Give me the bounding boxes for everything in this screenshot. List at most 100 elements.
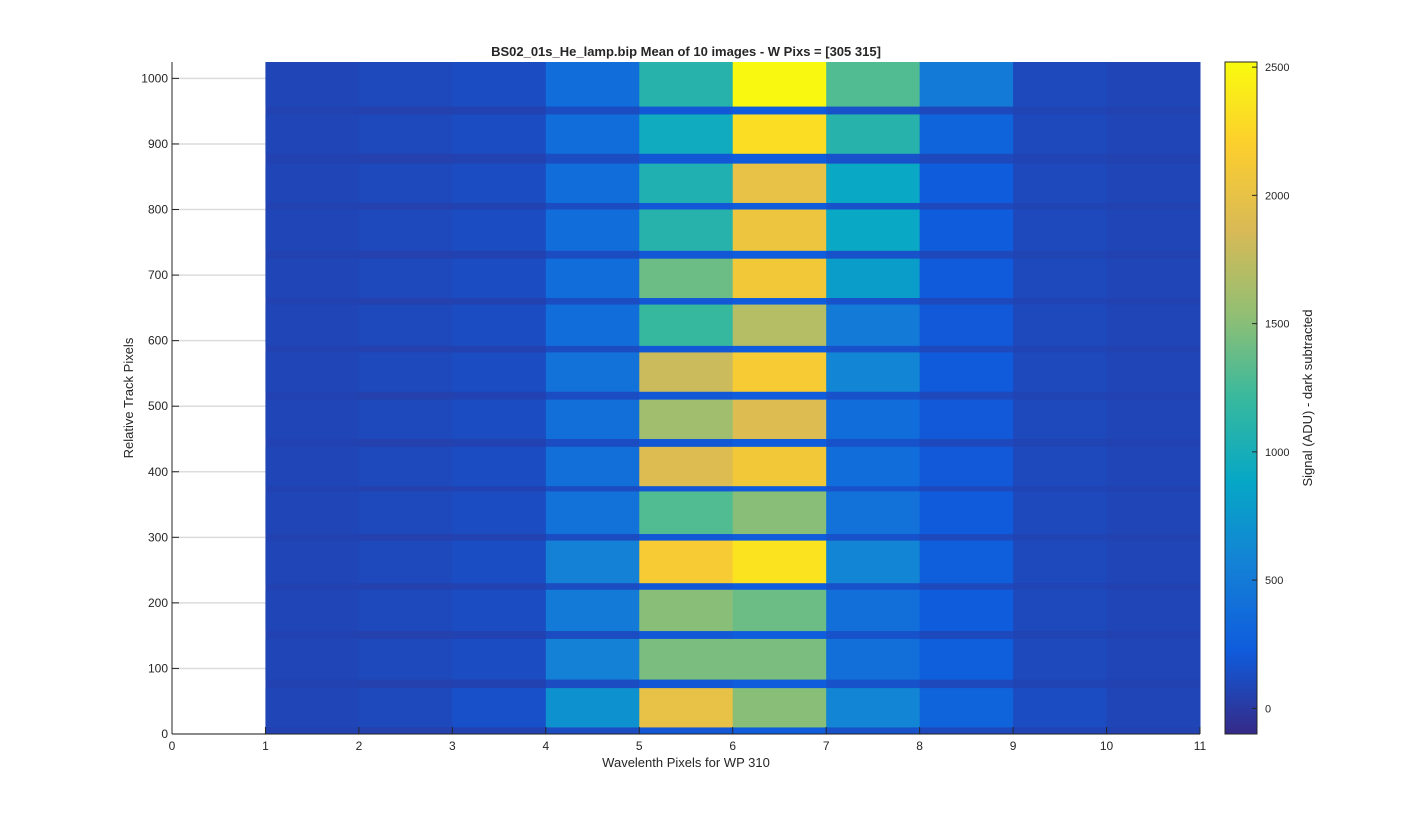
heatmap-cell bbox=[452, 114, 547, 154]
heatmap-cell bbox=[1106, 540, 1201, 584]
heatmap-cell bbox=[732, 638, 827, 680]
heatmap-cell bbox=[732, 688, 827, 728]
y-tick-label: 100 bbox=[148, 661, 168, 675]
heatmap-cell bbox=[265, 638, 360, 680]
heatmap-cell bbox=[826, 491, 921, 535]
heatmap-cell bbox=[1106, 163, 1201, 203]
heatmap-cell bbox=[545, 114, 640, 154]
heatmap-cell bbox=[545, 304, 640, 346]
heatmap-cell bbox=[1013, 258, 1108, 299]
heatmap-background-cell bbox=[1106, 62, 1201, 734]
heatmap-cell bbox=[1013, 446, 1108, 487]
heatmap-cell bbox=[452, 589, 547, 632]
heatmap-cell bbox=[265, 62, 360, 107]
heatmap-cell bbox=[265, 446, 360, 487]
y-tick-label: 200 bbox=[148, 596, 168, 610]
heatmap-cell bbox=[1013, 114, 1108, 154]
heatmap-cell bbox=[452, 258, 547, 299]
heatmap-cell bbox=[358, 62, 453, 107]
heatmap-cell bbox=[1106, 114, 1201, 154]
heatmap-cell bbox=[452, 491, 547, 535]
heatmap-cell bbox=[1013, 209, 1108, 251]
heatmap-cell bbox=[545, 446, 640, 487]
heatmap-cell bbox=[732, 491, 827, 535]
heatmap-cell bbox=[639, 209, 734, 251]
heatmap-cell bbox=[358, 491, 453, 535]
heatmap-cell bbox=[358, 209, 453, 251]
heatmap-cell bbox=[732, 446, 827, 487]
x-tick-label: 9 bbox=[1010, 739, 1017, 753]
heatmap-cell bbox=[1013, 638, 1108, 680]
heatmap-cell bbox=[1106, 352, 1201, 392]
heatmap-cell bbox=[919, 209, 1014, 251]
heatmap-cell bbox=[545, 540, 640, 584]
heatmap-cell bbox=[545, 638, 640, 680]
heatmap-cell bbox=[826, 163, 921, 203]
heatmap-cell bbox=[265, 589, 360, 632]
heatmap-cell bbox=[452, 163, 547, 203]
heatmap-cell bbox=[826, 62, 921, 107]
axes bbox=[171, 62, 1200, 735]
heatmap-cell bbox=[1013, 62, 1108, 107]
heatmap-cell bbox=[545, 163, 640, 203]
heatmap-cell bbox=[265, 258, 360, 299]
heatmap-cell bbox=[732, 209, 827, 251]
heatmap-cell bbox=[826, 304, 921, 346]
x-tick-label: 8 bbox=[916, 739, 923, 753]
heatmap-cell bbox=[265, 688, 360, 728]
heatmap-cell bbox=[358, 114, 453, 154]
heatmap-cell bbox=[732, 114, 827, 154]
heatmap-cell bbox=[826, 688, 921, 728]
heatmap-cell bbox=[452, 638, 547, 680]
colorbar-tick-label: 1500 bbox=[1265, 319, 1289, 331]
y-tick-label: 700 bbox=[148, 268, 168, 282]
heatmap-cell bbox=[358, 163, 453, 203]
heatmap-cell bbox=[919, 491, 1014, 535]
heatmap-cell bbox=[826, 446, 921, 487]
colorbar-tick-label: 0 bbox=[1265, 703, 1271, 715]
heatmap-cell bbox=[358, 638, 453, 680]
heatmap-cell bbox=[1013, 163, 1108, 203]
heatmap-cell bbox=[265, 209, 360, 251]
colorbar-tick-label: 500 bbox=[1265, 575, 1283, 587]
heatmap-cell bbox=[452, 304, 547, 346]
y-tick-label: 300 bbox=[148, 530, 168, 544]
heatmap-cell bbox=[452, 688, 547, 728]
heatmap-cell bbox=[265, 114, 360, 154]
heatmap-cell bbox=[919, 399, 1014, 439]
heatmap-cell bbox=[919, 163, 1014, 203]
heatmap-cell bbox=[639, 304, 734, 346]
heatmap-cell bbox=[639, 62, 734, 107]
heatmap-cell bbox=[732, 258, 827, 299]
colorbar-label: Signal (ADU) - dark subtracted bbox=[1300, 309, 1315, 486]
y-tick-label: 500 bbox=[148, 399, 168, 413]
x-tick-label: 4 bbox=[542, 739, 549, 753]
heatmap-cell bbox=[452, 352, 547, 392]
heatmap-cell bbox=[639, 540, 734, 584]
heatmap-cell bbox=[919, 62, 1014, 107]
heatmap-cell bbox=[826, 540, 921, 584]
y-tick-label: 800 bbox=[148, 203, 168, 217]
heatmap-cell bbox=[545, 589, 640, 632]
heatmap-cell bbox=[1106, 258, 1201, 299]
heatmap bbox=[265, 62, 1201, 734]
heatmap-background-cell bbox=[732, 62, 827, 734]
y-tick-label: 1000 bbox=[141, 71, 168, 85]
colorbar-ticks: 0 500 1000 1500 2000 2500 bbox=[1252, 62, 1289, 715]
heatmap-cell bbox=[826, 209, 921, 251]
x-tick-label: 7 bbox=[823, 739, 830, 753]
heatmap-cell bbox=[826, 638, 921, 680]
heatmap-cell bbox=[639, 491, 734, 535]
heatmap-background-cell bbox=[1013, 62, 1108, 734]
heatmap-cell bbox=[1106, 62, 1201, 107]
heatmap-cell bbox=[265, 399, 360, 439]
heatmap-cell bbox=[1106, 209, 1201, 251]
chart-title: BS02_01s_He_lamp.bip Mean of 10 images -… bbox=[491, 44, 881, 59]
heatmap-cell bbox=[732, 163, 827, 203]
y-ticks: 0 100 200 300 400 500 600 700 800 900 1000 bbox=[141, 71, 179, 741]
x-tick-label: 2 bbox=[356, 739, 363, 753]
heatmap-cell bbox=[919, 688, 1014, 728]
heatmap-cell bbox=[1106, 638, 1201, 680]
heatmap-cell bbox=[265, 352, 360, 392]
heatmap-cell bbox=[265, 540, 360, 584]
